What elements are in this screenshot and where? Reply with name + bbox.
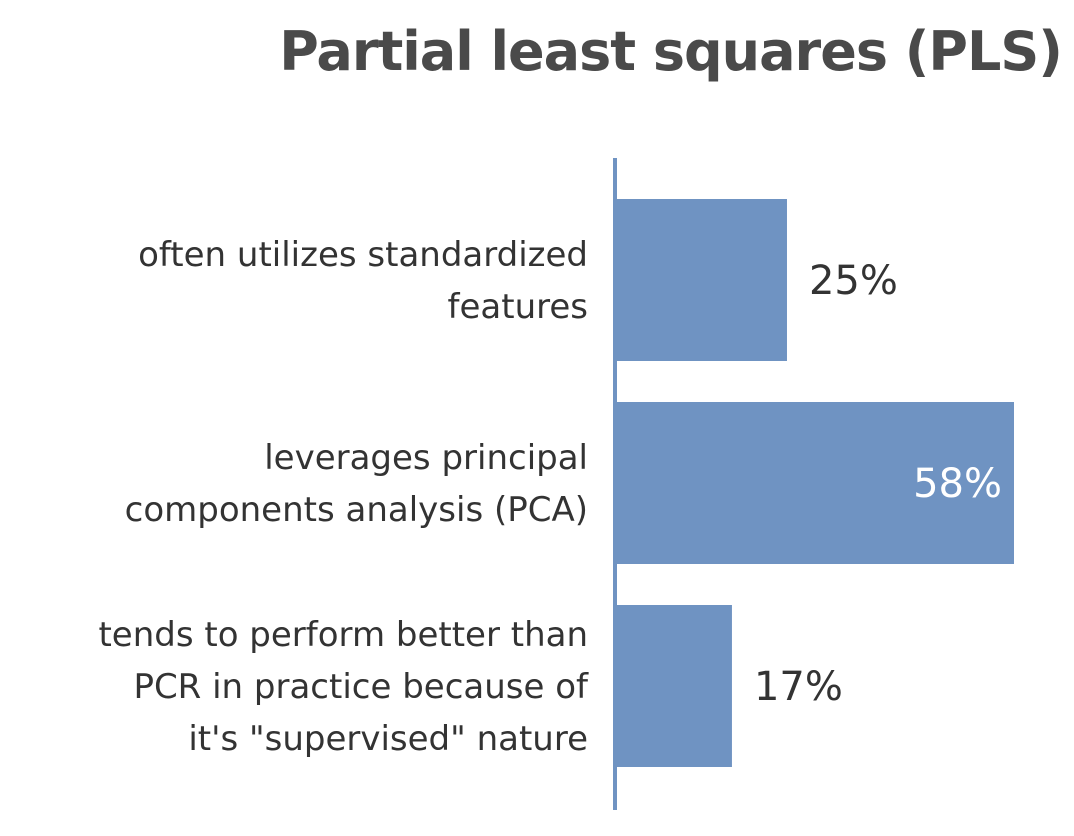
category-label-3-line-3: it's "supervised" nature [188,719,588,759]
category-label-1-line-2: features [448,287,588,327]
category-label-1: often utilizes standardized features [138,235,588,327]
category-label-2-line-2: components analysis (PCA) [125,490,588,530]
value-label-1: 25% [809,258,898,304]
category-label-3: tends to perform better than PCR in pract… [98,615,589,759]
chart-title: Partial least squares (PLS) [279,20,1062,83]
category-labels-layer: often utilizes standardized features lever… [98,235,589,759]
bar-2 [615,402,1014,564]
category-label-2: leverages principal components analysis (… [125,438,588,530]
bars-layer [615,199,1014,767]
value-labels-layer: 25% 58% 17% [754,258,1002,710]
bar-3 [615,605,732,767]
bar-1 [615,199,787,361]
category-label-1-line-1: often utilizes standardized [138,235,588,275]
category-label-3-line-2: PCR in practice because of [133,667,589,707]
category-label-2-line-1: leverages principal [264,438,588,478]
category-label-3-line-1: tends to perform better than [98,615,588,655]
value-label-2: 58% [913,461,1002,507]
value-label-3: 17% [754,664,843,710]
